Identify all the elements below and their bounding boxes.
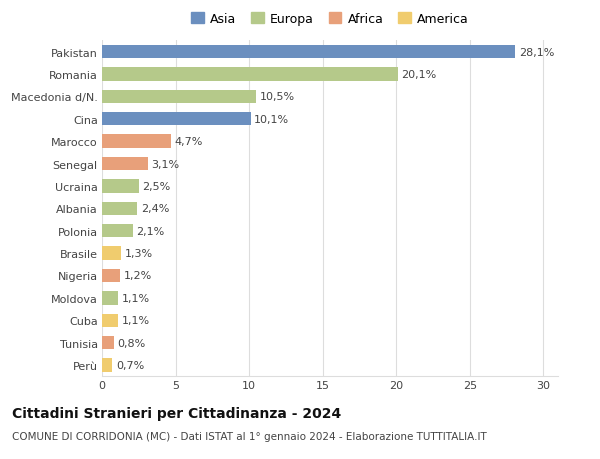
Bar [102, 291, 118, 305]
Bar [102, 157, 148, 171]
Text: 1,3%: 1,3% [125, 248, 153, 258]
Text: 1,1%: 1,1% [122, 293, 150, 303]
Text: 0,7%: 0,7% [116, 360, 144, 370]
Bar [102, 247, 121, 260]
Bar [102, 180, 139, 193]
Text: 1,2%: 1,2% [124, 271, 152, 281]
Text: 1,1%: 1,1% [122, 315, 150, 325]
Text: 20,1%: 20,1% [401, 70, 437, 80]
Bar [102, 269, 119, 283]
Bar [102, 46, 515, 59]
Bar [102, 113, 251, 126]
Text: 0,8%: 0,8% [118, 338, 146, 348]
Text: 2,4%: 2,4% [141, 204, 169, 214]
Bar [102, 135, 171, 149]
Text: COMUNE DI CORRIDONIA (MC) - Dati ISTAT al 1° gennaio 2024 - Elaborazione TUTTITA: COMUNE DI CORRIDONIA (MC) - Dati ISTAT a… [12, 431, 487, 442]
Text: 10,1%: 10,1% [254, 114, 289, 124]
Text: 3,1%: 3,1% [151, 159, 179, 169]
Text: 2,1%: 2,1% [137, 226, 165, 236]
Legend: Asia, Europa, Africa, America: Asia, Europa, Africa, America [188, 11, 472, 28]
Bar [102, 336, 114, 350]
Bar [102, 358, 112, 372]
Bar [102, 202, 137, 216]
Bar [102, 224, 133, 238]
Text: Cittadini Stranieri per Cittadinanza - 2024: Cittadini Stranieri per Cittadinanza - 2… [12, 406, 341, 420]
Text: 4,7%: 4,7% [175, 137, 203, 147]
Bar [102, 68, 398, 82]
Text: 10,5%: 10,5% [260, 92, 295, 102]
Text: 2,5%: 2,5% [142, 181, 171, 191]
Bar [102, 90, 256, 104]
Text: 28,1%: 28,1% [519, 47, 554, 57]
Bar [102, 314, 118, 327]
